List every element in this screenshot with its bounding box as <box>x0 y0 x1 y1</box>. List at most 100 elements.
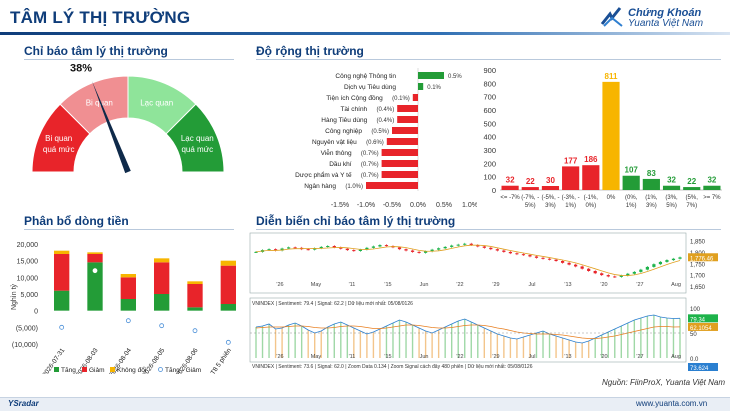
dist-ytick-6: 600 <box>483 106 496 115</box>
flow-net-point-1 <box>92 268 98 274</box>
price-candle-39 <box>508 251 512 254</box>
gauge-segment-label-2-0: Lạc quan <box>140 99 173 108</box>
sector-bar-9 <box>381 171 418 178</box>
flow-legend-swatch-0 <box>54 367 59 372</box>
flow-net-point-5 <box>225 339 231 345</box>
price-candle-63 <box>665 260 669 262</box>
flow-bar-0-2 <box>120 299 136 311</box>
sentiment-xtick-3: '15 <box>384 354 391 360</box>
sector-data-label-2: (0.1%) <box>392 96 410 102</box>
price-candle-52 <box>593 271 597 274</box>
gauge-segment-label-3-0: Lạc quan <box>181 134 214 143</box>
price-candle-37 <box>495 249 499 251</box>
price-candle-16 <box>358 249 362 251</box>
price-candle-51 <box>587 268 591 271</box>
sentiment-xtick-10: '27 <box>636 354 643 360</box>
sector-category-1: Dịch vụ Tiêu dùng <box>344 84 396 91</box>
price-xtick-1: May <box>311 282 322 288</box>
price-candle-36 <box>489 247 493 250</box>
flow-legend-label-0: Tăng <box>61 367 76 374</box>
price-candle-26 <box>424 251 428 253</box>
flow-section-title: Phân bổ dòng tiền <box>24 214 129 228</box>
sector-bar-4 <box>397 116 418 123</box>
flow-bar-1-5 <box>220 265 236 304</box>
sector-bar-10 <box>366 182 418 189</box>
flow-net-point-2 <box>125 318 131 324</box>
price-candle-62 <box>658 261 663 265</box>
dist-ytick-7: 700 <box>483 93 496 102</box>
sector-breadth-chart: Công nghệ Thông tin 0.5% Dịch vụ Tiêu dùng… <box>295 68 477 209</box>
dist-ytick-5: 500 <box>483 119 496 128</box>
footer-bar <box>0 397 730 411</box>
flow-legend-swatch-2 <box>110 367 115 372</box>
sentiment-xtick-4: Jun <box>420 354 429 360</box>
dist-value-label-5: 811 <box>605 72 618 81</box>
sentiment-xtick-8: '13 <box>564 354 571 360</box>
flow-bar-2-0 <box>54 250 70 254</box>
sentiment-ytick-5: 73.624 <box>690 366 709 372</box>
sector-xtick-2: -0.5% <box>383 202 401 209</box>
dist-category-1-1: 5%) <box>525 203 536 209</box>
history-price-panel <box>249 232 687 294</box>
flow-ytick-2: 10,000 <box>17 275 39 282</box>
gauge-value-label: 38% <box>70 62 92 74</box>
dist-category-4-0: (-1%, <box>584 195 599 201</box>
sector-bar-0 <box>418 72 444 79</box>
sentiment-badge-1 <box>688 314 718 323</box>
price-candle-4 <box>280 248 284 251</box>
price-candle-41 <box>521 254 526 256</box>
flow-bar-1-2 <box>120 277 136 299</box>
dist-bar-7 <box>642 178 660 190</box>
flow-bar-2-3 <box>154 258 170 263</box>
gauge-segment-label-1-0: Bi quan <box>86 99 113 108</box>
price-candle-18 <box>371 246 376 248</box>
flow-net-point-4 <box>192 328 198 334</box>
price-xtick-5: '22 <box>456 282 463 288</box>
price-candle-9 <box>313 248 317 250</box>
sentiment-xtick-0: '26 <box>276 354 283 360</box>
price-candle-65 <box>678 257 682 259</box>
dist-bar-4 <box>582 165 600 190</box>
dist-bar-8 <box>662 185 681 190</box>
price-candle-33 <box>469 243 473 246</box>
dist-bar-3 <box>562 166 580 190</box>
flow-section-rule <box>24 229 234 230</box>
sector-xtick-3: 0.0% <box>410 202 426 209</box>
gauge-section-title: Chỉ báo tâm lý thị trường <box>24 44 168 58</box>
sector-data-label-6: (0.6%) <box>366 140 384 146</box>
sector-category-0: Công nghệ Thông tin <box>335 73 396 80</box>
price-candle-34 <box>476 245 480 247</box>
dist-value-label-3: 177 <box>564 156 578 165</box>
sector-bar-1 <box>418 83 424 90</box>
flow-bar-2-1 <box>87 252 103 254</box>
dist-category-9-0: (5%, <box>686 195 699 201</box>
distribution-chart: 0 100 200 300 400 500 600 700 800 900 32 <= -7% 22 (-… <box>483 66 722 209</box>
price-candle-10 <box>319 246 323 249</box>
price-ytick-3: 1,750 <box>690 262 706 268</box>
gauge-segment-label-3-1: quá mức <box>181 145 213 154</box>
sector-category-7: Viễn thông <box>321 148 352 157</box>
price-candle-60 <box>645 266 649 270</box>
sector-category-9: Dược phẩm và Y tế <box>295 170 352 179</box>
price-candle-47 <box>560 261 565 263</box>
price-candle-29 <box>443 246 447 249</box>
dist-value-label-9: 22 <box>687 177 696 186</box>
sector-data-label-10: (1.0%) <box>345 184 363 190</box>
price-candle-28 <box>437 248 441 250</box>
dist-bar-1 <box>521 187 539 190</box>
price-candle-20 <box>384 245 389 247</box>
dist-value-label-0: 32 <box>506 176 515 185</box>
price-candle-49 <box>574 264 578 267</box>
dist-value-label-1: 22 <box>526 177 535 186</box>
dist-value-label-6: 107 <box>625 166 639 175</box>
price-candle-54 <box>606 275 610 277</box>
dist-category-4-1: 0%) <box>585 203 596 209</box>
dist-category-9-1: 7%) <box>686 203 697 209</box>
flow-bar-2-5 <box>220 260 236 266</box>
dist-category-10-0: >= 7% <box>703 195 721 201</box>
sector-bar-6 <box>386 138 418 145</box>
dist-category-6-1: 1%) <box>626 203 637 209</box>
sentiment-ytick-2: 62.1054 <box>690 326 712 332</box>
sentiment-badge-5 <box>688 363 718 371</box>
sentiment-xtick-2: '11 <box>349 354 356 360</box>
